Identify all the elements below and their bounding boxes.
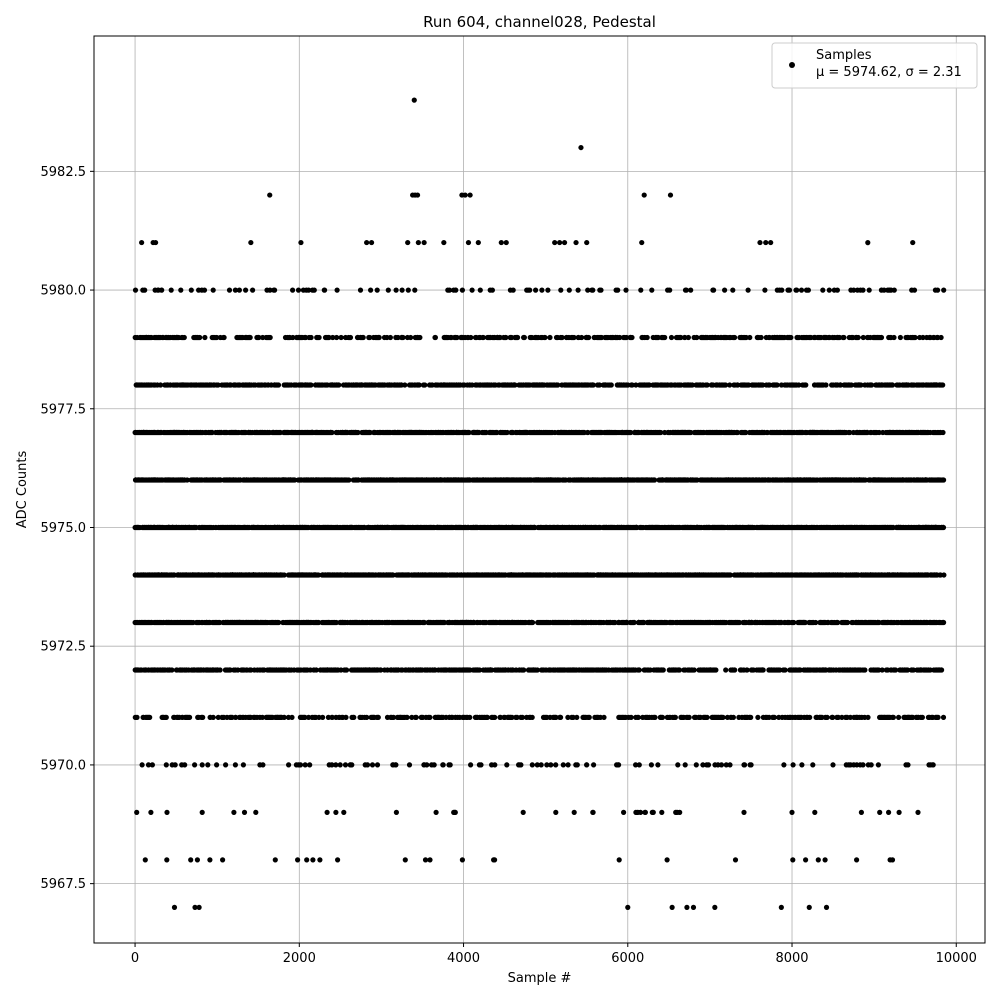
data-point xyxy=(467,192,473,198)
y-tick-label: 5982.5 xyxy=(41,165,87,180)
data-point xyxy=(578,144,584,151)
legend: Samples μ = 5974.62, σ = 2.31 xyxy=(771,42,978,89)
y-tick-label: 5970.0 xyxy=(41,758,87,773)
data-point xyxy=(462,192,468,198)
data-point xyxy=(152,239,159,246)
data-point xyxy=(557,239,563,246)
legend-box xyxy=(771,42,978,89)
x-tick-label: 8000 xyxy=(775,951,808,966)
chart-title: Run 604, channel028, Pedestal xyxy=(423,13,656,31)
data-point xyxy=(139,239,145,246)
data-point xyxy=(411,97,417,103)
data-point xyxy=(503,239,509,246)
x-tick-label: 10000 xyxy=(936,951,977,966)
data-point xyxy=(669,904,675,910)
data-point xyxy=(267,192,273,198)
x-tick-label: 4000 xyxy=(447,951,480,966)
data-point xyxy=(667,192,674,198)
data-point xyxy=(298,239,304,246)
data-point xyxy=(639,239,645,246)
data-point xyxy=(641,192,647,198)
data-point xyxy=(364,239,370,246)
data-point xyxy=(405,239,411,246)
data-point xyxy=(475,239,481,246)
points-layer xyxy=(132,97,947,910)
legend-series-name: Samples xyxy=(816,48,872,63)
x-tick-label: 2000 xyxy=(283,951,316,966)
data-point xyxy=(552,239,558,246)
y-tick-label: 5977.5 xyxy=(41,402,87,417)
data-point xyxy=(441,239,447,246)
x-axis: 0 2000 4000 6000 8000 10000 xyxy=(131,943,977,966)
x-axis-label: Sample # xyxy=(508,971,572,986)
data-point xyxy=(414,192,421,198)
y-tick-label: 5972.5 xyxy=(41,640,87,655)
data-point xyxy=(768,239,774,246)
data-point xyxy=(465,239,472,246)
data-point xyxy=(196,904,202,910)
legend-series-stats: μ = 5974.62, σ = 2.31 xyxy=(816,65,962,80)
plot-frame xyxy=(93,35,986,944)
data-point xyxy=(757,239,763,246)
legend-marker xyxy=(789,62,795,68)
data-point xyxy=(171,904,178,910)
data-point xyxy=(248,239,254,246)
data-point xyxy=(584,239,590,246)
data-point xyxy=(823,904,830,910)
data-point xyxy=(192,904,198,910)
data-point xyxy=(421,239,427,246)
x-tick-label: 0 xyxy=(131,951,139,966)
data-point xyxy=(763,239,769,246)
data-point xyxy=(625,904,631,910)
y-axis: 5967.5 5970.0 5972.5 5975.0 5977.5 5980.0 5982… xyxy=(41,165,94,892)
data-point xyxy=(573,239,579,246)
x-tick-label: 6000 xyxy=(611,951,644,966)
data-point xyxy=(806,904,812,910)
y-tick-label: 5967.5 xyxy=(41,877,87,892)
data-point xyxy=(684,904,690,910)
data-point xyxy=(712,904,718,910)
data-point xyxy=(778,904,784,910)
data-point xyxy=(910,239,916,246)
y-axis-label: ADC Counts xyxy=(15,451,30,529)
data-point xyxy=(561,239,568,246)
data-point xyxy=(498,239,504,246)
data-point xyxy=(415,239,421,246)
data-point xyxy=(690,904,697,910)
data-point xyxy=(368,239,375,246)
y-tick-label: 5975.0 xyxy=(41,521,87,536)
y-tick-label: 5980.0 xyxy=(41,284,87,299)
